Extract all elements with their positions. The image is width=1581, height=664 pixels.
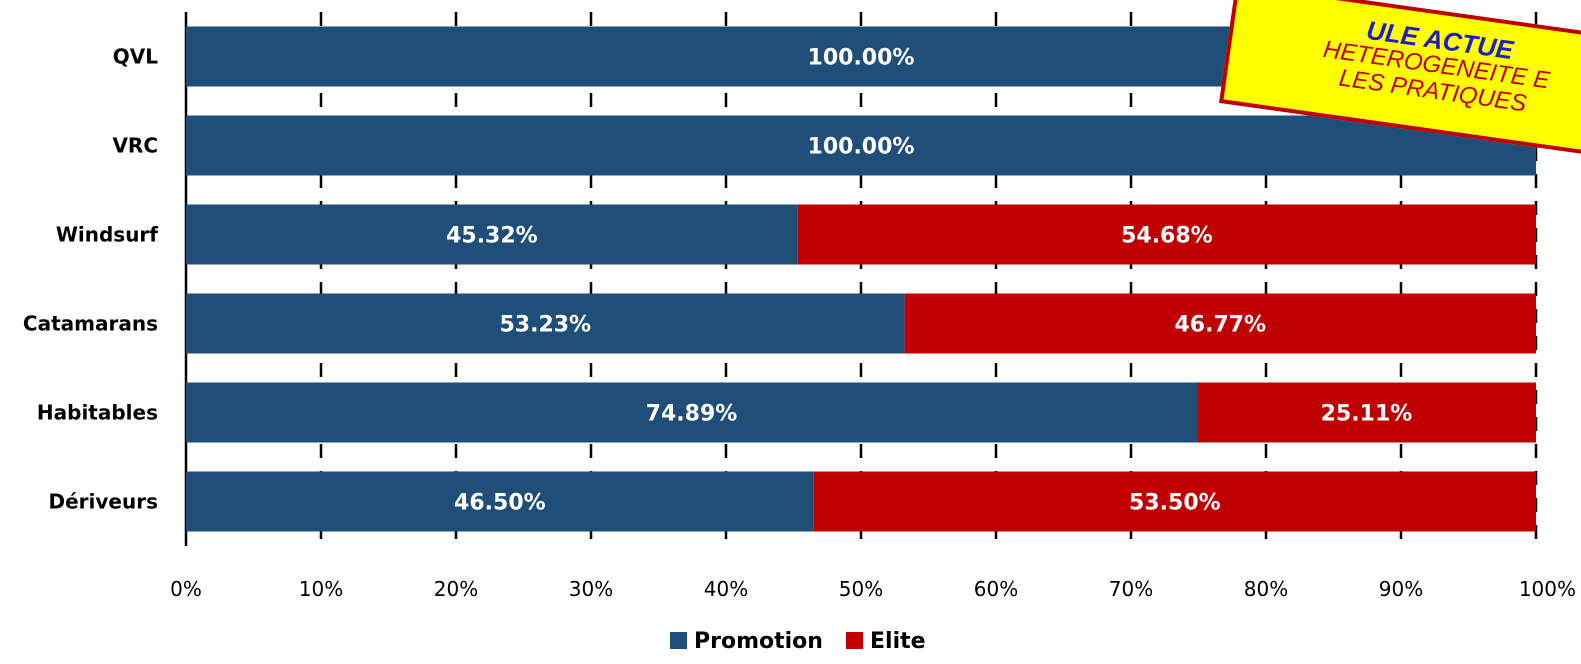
data-label: 74.89% — [646, 402, 738, 427]
data-label: 46.50% — [454, 491, 546, 516]
bar-promotion-4 — [186, 382, 1198, 443]
data-label: 45.32% — [446, 224, 538, 249]
x-tick-label: 30% — [569, 577, 613, 601]
x-tick-label: 70% — [1109, 577, 1153, 601]
x-axis-ticks: 0% 10% 20% 30% 40% 50% 60% 70% 80% 90% 100% — [170, 577, 1576, 601]
legend-swatch — [846, 632, 863, 649]
data-label: 54.68% — [1121, 224, 1213, 249]
category-label: QVL — [113, 45, 158, 69]
bar-elite-5 — [813, 471, 1536, 532]
category-label: Habitables — [37, 401, 158, 425]
category-label: VRC — [112, 134, 158, 158]
legend-swatch — [670, 632, 687, 649]
x-tick-label: 90% — [1379, 577, 1423, 601]
category-labels: QVL VRC Windsurf Catamarans Habitables Dérive… — [23, 45, 158, 514]
legend: Promotion Elite — [670, 629, 926, 654]
category-label: Dériveurs — [49, 490, 159, 514]
gridlines — [184, 12, 1538, 546]
data-label: 25.11% — [1321, 402, 1413, 427]
bar-promotion-5 — [186, 471, 814, 532]
legend-label: Elite — [870, 629, 926, 654]
x-tick-label: 10% — [299, 577, 343, 601]
x-tick-label: 80% — [1244, 577, 1288, 601]
bar-promotion-1 — [186, 115, 1536, 176]
bar-promotion-2 — [186, 204, 798, 265]
x-tick-label: 50% — [839, 577, 883, 601]
x-tick-label: 60% — [974, 577, 1018, 601]
legend-label: Promotion — [694, 629, 823, 654]
bar-promotion-3 — [186, 293, 905, 354]
data-label: 100.00% — [808, 46, 915, 71]
data-label: 53.23% — [499, 313, 591, 338]
category-label: Windsurf — [56, 223, 158, 247]
bar-elite-3 — [904, 293, 1536, 354]
x-tick-label: 100% — [1519, 577, 1576, 601]
data-label: 53.50% — [1129, 491, 1221, 516]
x-tick-label: 20% — [434, 577, 478, 601]
bar-elite-2 — [797, 204, 1536, 265]
x-tick-label: 40% — [704, 577, 748, 601]
x-tick-label: 0% — [170, 577, 202, 601]
data-label: 100.00% — [808, 135, 915, 160]
category-label: Catamarans — [23, 312, 158, 336]
data-label: 46.77% — [1174, 313, 1266, 338]
bar-elite-4 — [1197, 382, 1536, 443]
